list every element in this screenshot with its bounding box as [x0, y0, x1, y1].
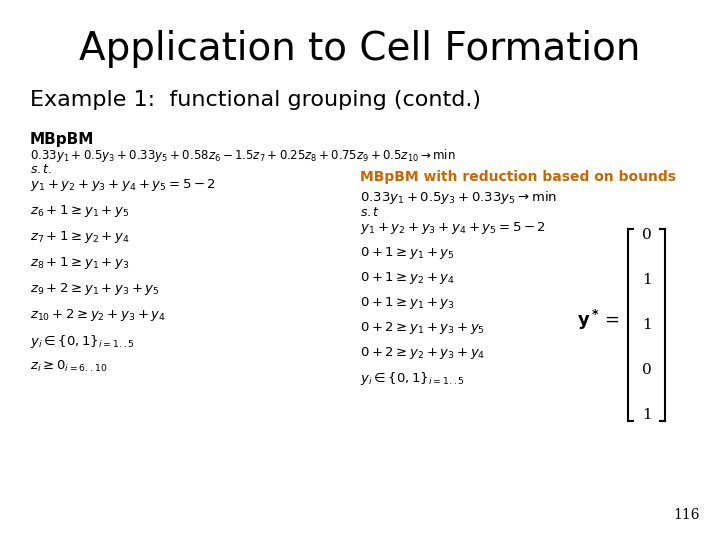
Text: $z_6 + 1 \geq y_1 + y_5$: $z_6 + 1 \geq y_1 + y_5$: [30, 203, 130, 219]
Text: MBpBM with reduction based on bounds: MBpBM with reduction based on bounds: [360, 170, 676, 184]
Text: $y_1 + y_2 + y_3 + y_4 + y_5 = 5 - 2$: $y_1 + y_2 + y_3 + y_4 + y_5 = 5 - 2$: [30, 177, 216, 193]
Text: 116: 116: [673, 508, 700, 522]
Text: $z_9 + 2 \geq y_1 + y_3 + y_5$: $z_9 + 2 \geq y_1 + y_3 + y_5$: [30, 281, 160, 297]
Text: $z_{10} + 2 \geq y_2 + y_3 + y_4$: $z_{10} + 2 \geq y_2 + y_3 + y_4$: [30, 307, 166, 323]
Text: $y_i \in \{0,1\}_{i=1..5}$: $y_i \in \{0,1\}_{i=1..5}$: [360, 370, 465, 387]
Text: $0 + 1 \geq y_1 + y_3$: $0 + 1 \geq y_1 + y_3$: [360, 295, 455, 311]
Text: $y_i \in \{0,1\}_{i=1..5}$: $y_i \in \{0,1\}_{i=1..5}$: [30, 333, 135, 350]
Text: $0 + 1 \geq y_1 + y_5$: $0 + 1 \geq y_1 + y_5$: [360, 245, 454, 261]
Text: 1: 1: [642, 318, 652, 332]
Text: $z_7 + 1 \geq y_2 + y_4$: $z_7 + 1 \geq y_2 + y_4$: [30, 229, 130, 245]
Text: $0 + 2 \geq y_2 + y_3 + y_4$: $0 + 2 \geq y_2 + y_3 + y_4$: [360, 345, 485, 361]
Text: 0: 0: [642, 228, 652, 242]
Text: 0: 0: [642, 363, 652, 377]
Text: Application to Cell Formation: Application to Cell Formation: [79, 30, 641, 68]
Text: $0 + 2 \geq y_1 + y_3 + y_5$: $0 + 2 \geq y_1 + y_3 + y_5$: [360, 320, 485, 336]
Text: $s.t$: $s.t$: [360, 206, 380, 219]
FancyBboxPatch shape: [68, 82, 442, 119]
Text: $0.33y_1 + 0.5y_3 + 0.33y_5 + 0.58z_6 - 1.5z_7 + 0.25z_8 + 0.75z_9 + 0.5z_{10} \: $0.33y_1 + 0.5y_3 + 0.33y_5 + 0.58z_6 - …: [30, 147, 456, 164]
Text: Example 1:  functional grouping (contd.): Example 1: functional grouping (contd.): [30, 90, 480, 110]
Text: $0.33y_1 + 0.5y_3 + 0.33y_5 \rightarrow \min$: $0.33y_1 + 0.5y_3 + 0.33y_5 \rightarrow …: [360, 189, 557, 206]
Text: MBpBM: MBpBM: [30, 132, 94, 147]
Text: $z_i \geq 0_{i=6..10}$: $z_i \geq 0_{i=6..10}$: [30, 359, 107, 374]
Text: $y_1 + y_2 + y_3 + y_4 + y_5 = 5 - 2$: $y_1 + y_2 + y_3 + y_4 + y_5 = 5 - 2$: [360, 220, 546, 236]
Text: 1: 1: [642, 408, 652, 422]
Text: $\mathbf{y^*} =$: $\mathbf{y^*} =$: [577, 308, 620, 332]
Text: 1: 1: [642, 273, 652, 287]
Text: $z_8 + 1 \geq y_1 + y_3$: $z_8 + 1 \geq y_1 + y_3$: [30, 255, 130, 271]
Text: $s.t.$: $s.t.$: [30, 163, 53, 176]
Text: $0 + 1 \geq y_2 + y_4$: $0 + 1 \geq y_2 + y_4$: [360, 270, 455, 286]
